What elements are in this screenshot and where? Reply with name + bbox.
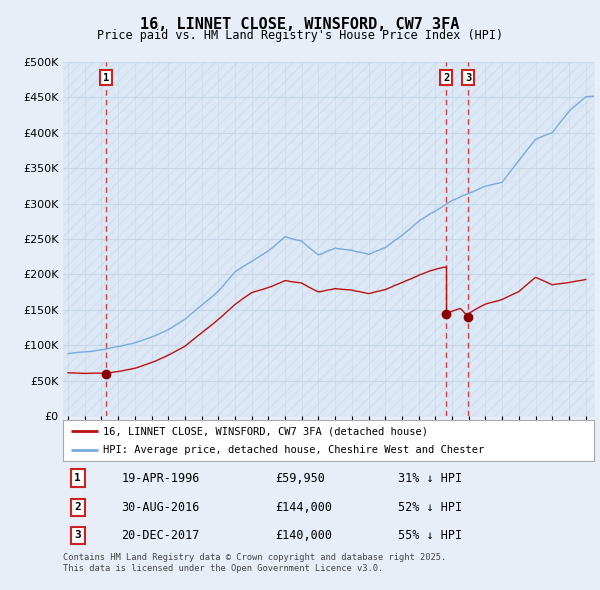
Text: 3: 3 [74, 530, 81, 540]
Text: 2: 2 [443, 73, 449, 83]
Text: 20-DEC-2017: 20-DEC-2017 [121, 529, 200, 542]
Text: 16, LINNET CLOSE, WINSFORD, CW7 3FA: 16, LINNET CLOSE, WINSFORD, CW7 3FA [140, 17, 460, 31]
Text: 3: 3 [465, 73, 472, 83]
Text: 16, LINNET CLOSE, WINSFORD, CW7 3FA (detached house): 16, LINNET CLOSE, WINSFORD, CW7 3FA (det… [103, 426, 428, 436]
Text: 1: 1 [74, 473, 81, 483]
Text: £59,950: £59,950 [275, 471, 325, 484]
Text: 31% ↓ HPI: 31% ↓ HPI [398, 471, 461, 484]
Text: 19-APR-1996: 19-APR-1996 [121, 471, 200, 484]
Text: 30-AUG-2016: 30-AUG-2016 [121, 500, 200, 514]
Text: £140,000: £140,000 [275, 529, 332, 542]
Text: 52% ↓ HPI: 52% ↓ HPI [398, 500, 461, 514]
Text: 55% ↓ HPI: 55% ↓ HPI [398, 529, 461, 542]
Text: HPI: Average price, detached house, Cheshire West and Chester: HPI: Average price, detached house, Ches… [103, 445, 484, 455]
Text: £144,000: £144,000 [275, 500, 332, 514]
Text: 1: 1 [103, 73, 109, 83]
Text: Contains HM Land Registry data © Crown copyright and database right 2025.
This d: Contains HM Land Registry data © Crown c… [63, 553, 446, 573]
Text: 2: 2 [74, 502, 81, 512]
Text: Price paid vs. HM Land Registry's House Price Index (HPI): Price paid vs. HM Land Registry's House … [97, 29, 503, 42]
